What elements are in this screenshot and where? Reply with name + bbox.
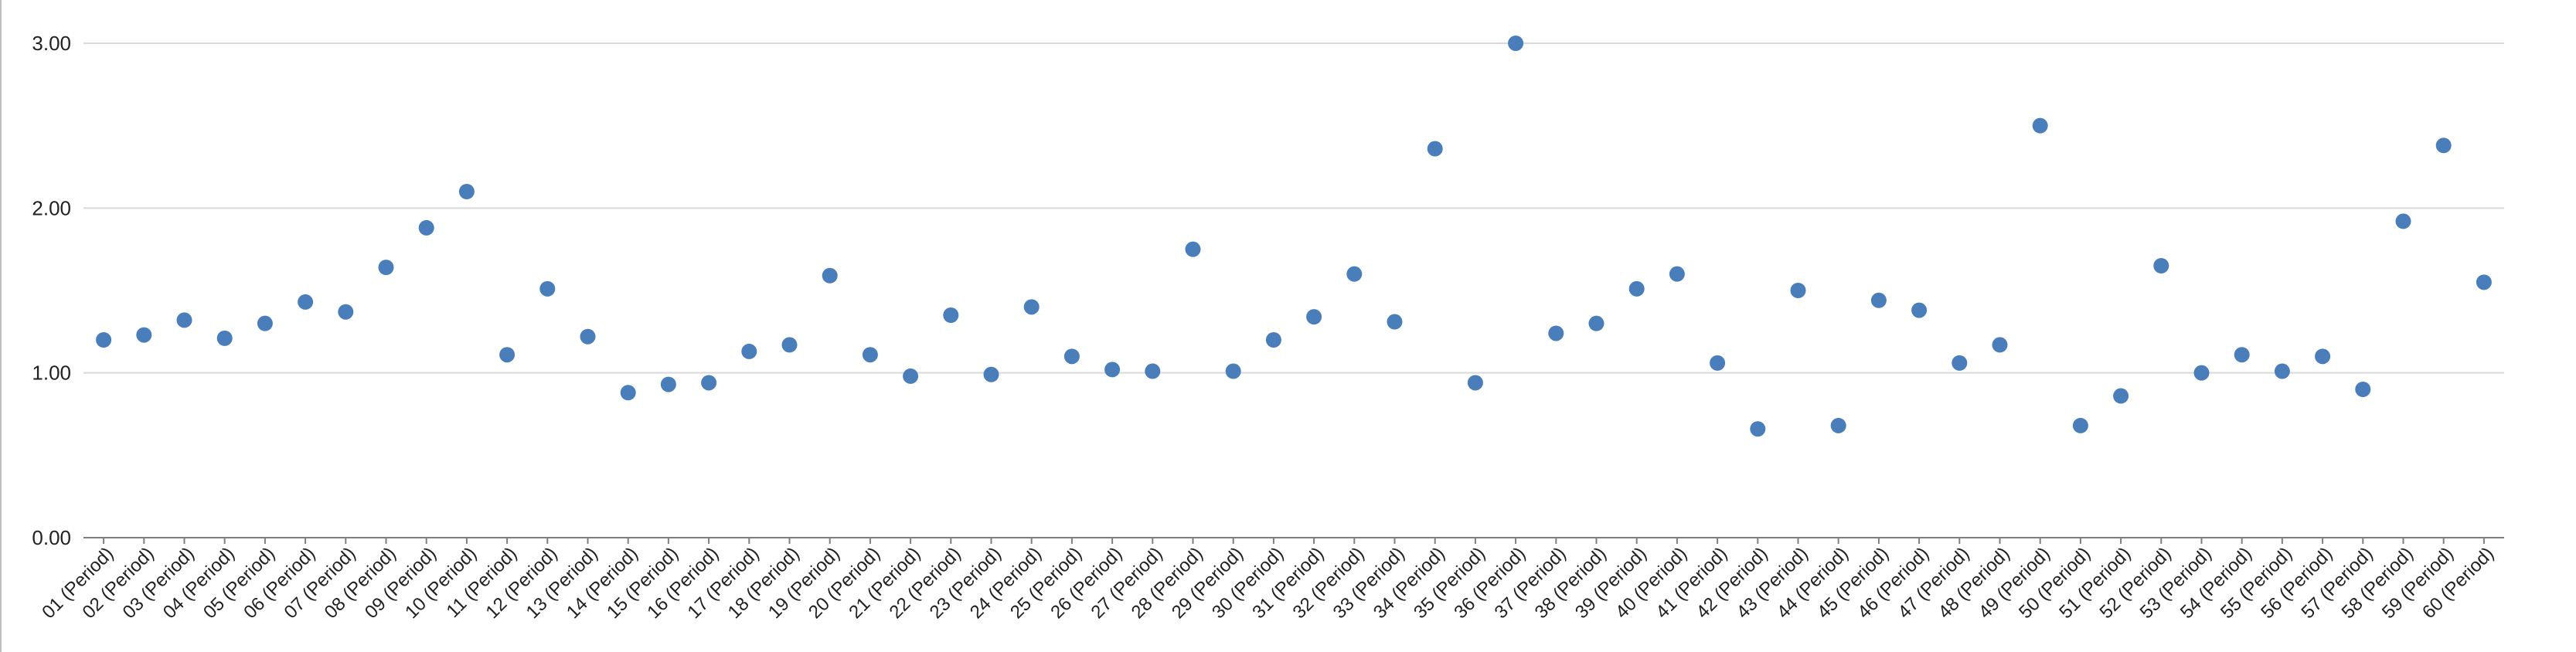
data-point <box>2355 382 2371 397</box>
data-point <box>1427 141 1443 157</box>
data-point <box>1346 266 1363 282</box>
data-point <box>862 347 878 363</box>
data-point <box>2395 213 2411 229</box>
data-point <box>338 304 354 320</box>
data-point <box>983 366 999 382</box>
data-point <box>660 376 676 392</box>
data-point <box>2193 365 2210 381</box>
x-axis-ticks: 01 (Period)02 (Period)03 (Period)04 (Per… <box>38 538 2498 623</box>
data-point <box>458 184 475 199</box>
data-point <box>620 385 636 401</box>
data-point <box>2435 138 2452 154</box>
data-point <box>1063 348 1080 365</box>
data-point <box>418 219 434 236</box>
data-point <box>1387 314 1403 330</box>
y-tick-label: 1.00 <box>32 362 71 385</box>
y-tick-label: 2.00 <box>32 196 71 219</box>
data-point <box>1185 241 1201 257</box>
data-point <box>1548 325 1564 341</box>
data-point <box>1225 363 1241 379</box>
data-point <box>1870 292 1887 308</box>
data-point <box>2072 417 2088 433</box>
data-point <box>2153 258 2169 273</box>
data-point <box>2274 363 2290 379</box>
gridlines <box>83 42 2504 538</box>
data-point <box>943 307 959 323</box>
data-point <box>781 337 798 353</box>
data-point <box>2234 347 2250 363</box>
data-point <box>1952 355 1968 371</box>
data-point <box>741 343 757 359</box>
data-point <box>1467 375 1483 391</box>
data-point <box>1992 337 2008 353</box>
data-point <box>1306 309 1322 325</box>
data-point <box>298 294 314 310</box>
data-point <box>1669 266 1685 282</box>
data-point <box>1265 332 1281 348</box>
y-tick-label: 3.00 <box>32 32 71 55</box>
data-point <box>1911 302 1928 318</box>
data-point <box>176 312 192 328</box>
data-point <box>539 280 556 297</box>
data-point <box>1750 421 1766 437</box>
data-point <box>257 315 273 331</box>
data-point <box>136 327 152 343</box>
data-point <box>580 328 596 345</box>
data-point <box>1588 315 1604 331</box>
data-point <box>499 347 516 363</box>
data-point <box>96 332 112 348</box>
data-point <box>1830 417 1846 433</box>
data-point <box>1145 363 1161 379</box>
data-point <box>2476 274 2492 290</box>
data-point <box>1628 280 1645 297</box>
data-point <box>1508 36 1524 51</box>
data-point <box>216 330 233 346</box>
data-points <box>96 36 2492 437</box>
data-point <box>1710 355 1726 371</box>
data-point <box>2315 348 2331 365</box>
y-tick-label: 0.00 <box>32 526 71 549</box>
data-point <box>822 267 838 284</box>
data-point <box>903 368 919 384</box>
data-point <box>2032 117 2048 134</box>
data-point <box>378 260 394 276</box>
data-point <box>2113 388 2129 404</box>
y-axis-ticks: 0.00 1.00 2.00 3.00 <box>32 32 71 549</box>
data-point <box>701 375 717 391</box>
data-point <box>1023 299 1040 315</box>
data-point <box>1790 283 1806 298</box>
data-point <box>1104 362 1121 378</box>
